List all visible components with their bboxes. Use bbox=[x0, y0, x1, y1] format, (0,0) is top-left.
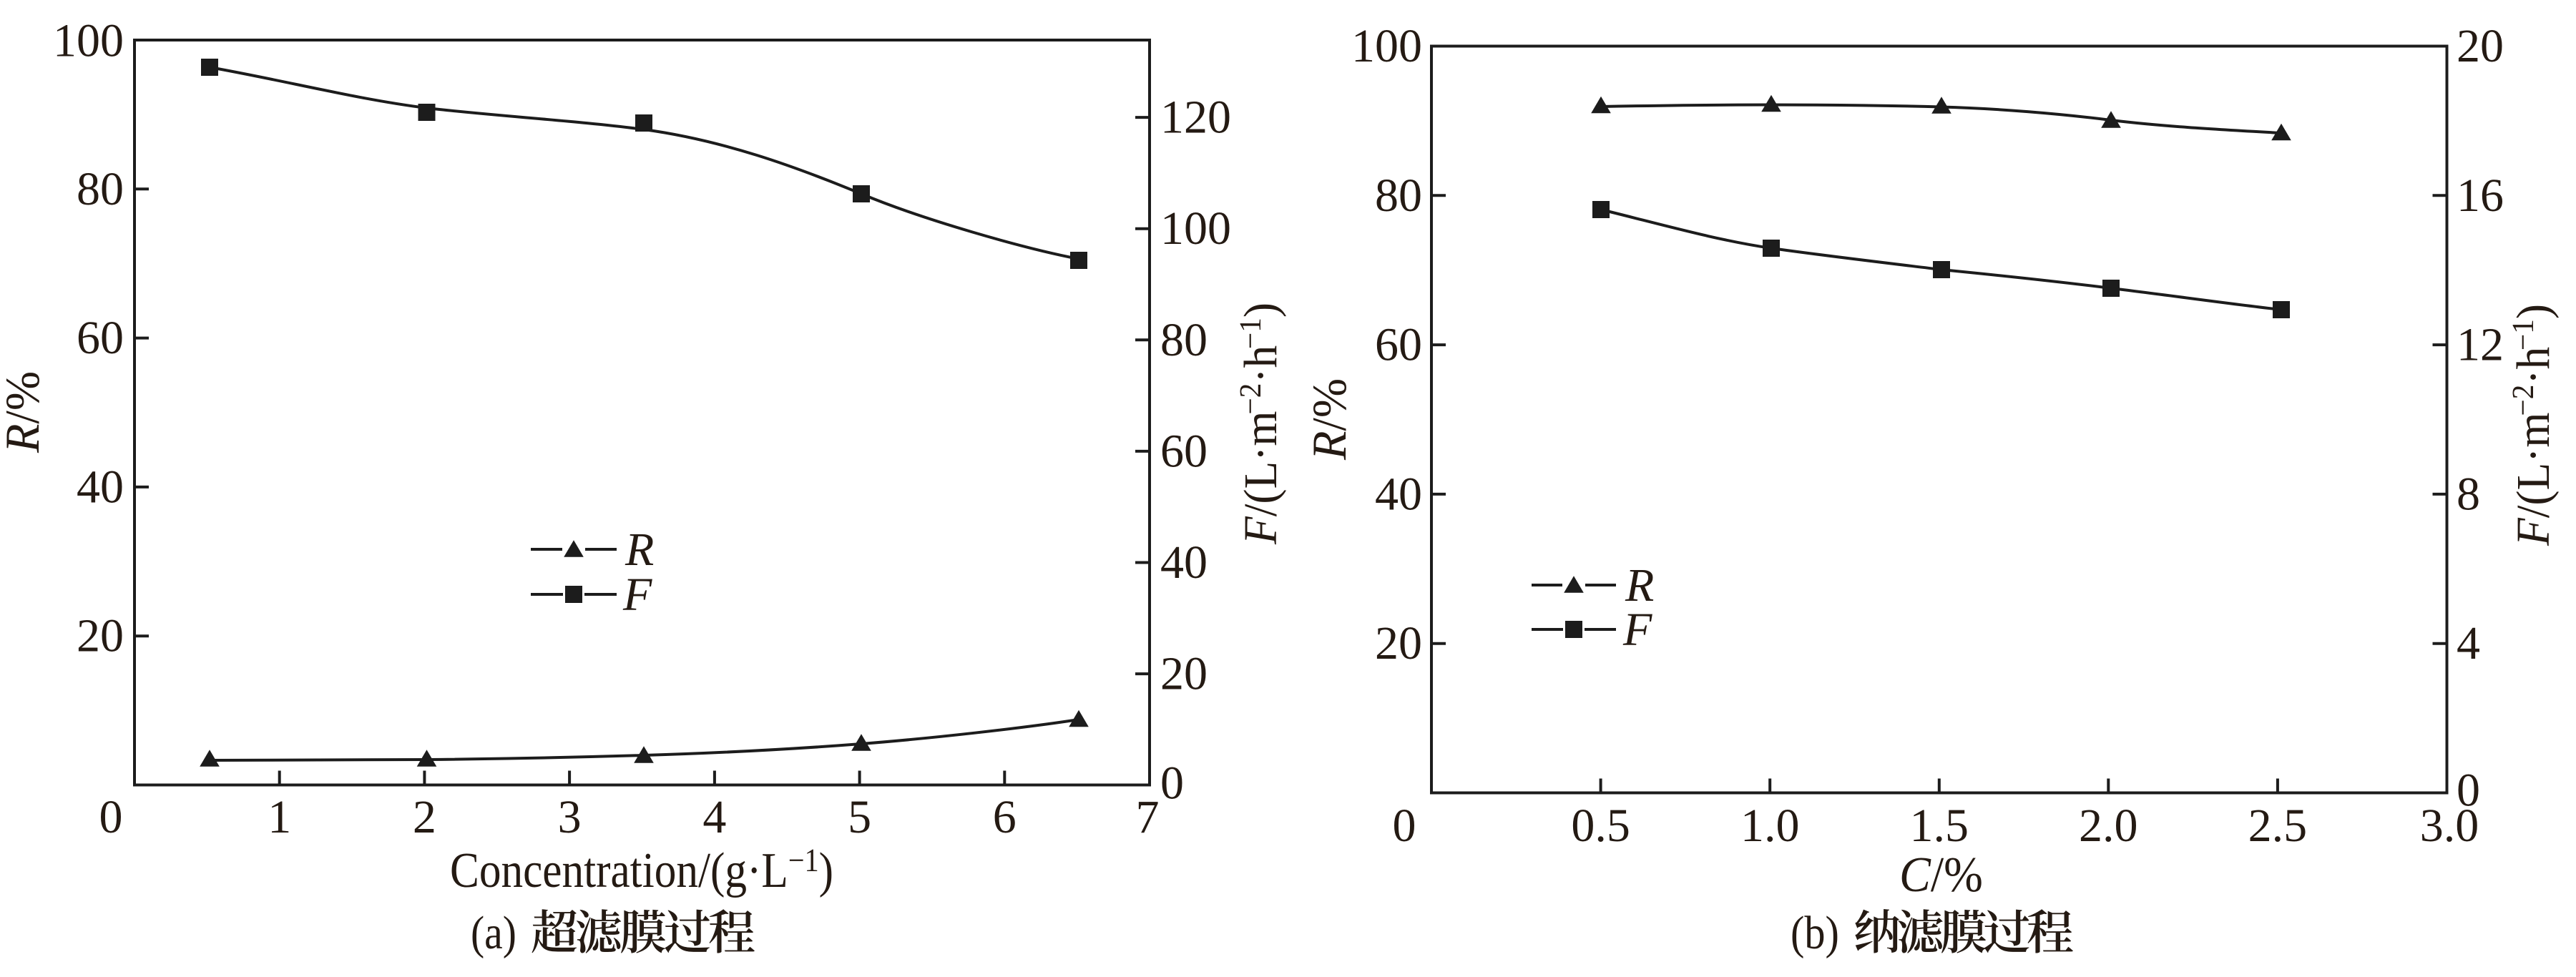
svg-text:80: 80 bbox=[77, 163, 124, 215]
svg-text:1: 1 bbox=[268, 791, 291, 843]
svg-text:8: 8 bbox=[2457, 468, 2480, 520]
svg-text:0: 0 bbox=[2457, 765, 2480, 817]
svg-text:100: 100 bbox=[53, 15, 124, 67]
svg-text:·h: ·h bbox=[2507, 347, 2559, 385]
svg-text:2.5: 2.5 bbox=[2248, 800, 2308, 852]
svg-text:R: R bbox=[1625, 559, 1654, 612]
svg-text:80: 80 bbox=[1160, 314, 1208, 366]
svg-text:·h: ·h bbox=[1234, 345, 1286, 383]
svg-text:60: 60 bbox=[77, 312, 124, 364]
svg-text:4: 4 bbox=[2457, 617, 2480, 669]
svg-text:3: 3 bbox=[558, 791, 582, 843]
svg-text:0: 0 bbox=[99, 791, 123, 843]
svg-text:2.0: 2.0 bbox=[2079, 800, 2138, 852]
svg-text:C/%: C/% bbox=[1899, 846, 1983, 902]
svg-text:100: 100 bbox=[1160, 202, 1231, 255]
svg-text:100: 100 bbox=[1351, 20, 1422, 72]
svg-text:): ) bbox=[1234, 303, 1286, 318]
svg-text:R/%: R/% bbox=[0, 371, 49, 453]
svg-text:60: 60 bbox=[1375, 319, 1422, 371]
svg-text:5: 5 bbox=[848, 791, 871, 843]
svg-text:): ) bbox=[2507, 304, 2559, 319]
svg-text:(b): (b) bbox=[1791, 908, 1839, 959]
svg-text:60: 60 bbox=[1160, 425, 1208, 477]
svg-text:40: 40 bbox=[77, 461, 124, 513]
svg-text:6: 6 bbox=[993, 791, 1017, 843]
svg-text:R: R bbox=[625, 524, 654, 576]
svg-text:2: 2 bbox=[413, 791, 436, 843]
svg-text:): ) bbox=[819, 843, 833, 898]
svg-text:4: 4 bbox=[702, 791, 726, 843]
svg-text:0: 0 bbox=[1160, 757, 1184, 810]
svg-text:20: 20 bbox=[1160, 648, 1208, 700]
svg-text:40: 40 bbox=[1160, 536, 1208, 589]
svg-text:F/(L·m: F/(L·m bbox=[1234, 411, 1286, 545]
svg-text:F: F bbox=[1622, 604, 1652, 656]
svg-text:20: 20 bbox=[77, 610, 124, 662]
svg-text:F/(L·m: F/(L·m bbox=[2507, 412, 2559, 546]
svg-text:80: 80 bbox=[1375, 170, 1422, 222]
svg-text:120: 120 bbox=[1160, 92, 1231, 144]
svg-text:12: 12 bbox=[2457, 319, 2504, 371]
svg-text:3.0: 3.0 bbox=[2420, 800, 2479, 852]
svg-text:F: F bbox=[622, 569, 652, 621]
svg-text:0: 0 bbox=[1393, 800, 1416, 852]
svg-text:Concentration/(g·L: Concentration/(g·L bbox=[450, 843, 788, 898]
svg-text:40: 40 bbox=[1375, 468, 1422, 520]
svg-text:(a): (a) bbox=[471, 907, 516, 958]
svg-text:R/%: R/% bbox=[1302, 378, 1356, 461]
svg-text:7: 7 bbox=[1136, 791, 1160, 843]
svg-text:1.5: 1.5 bbox=[1910, 800, 1969, 852]
svg-text:20: 20 bbox=[2457, 20, 2504, 72]
svg-text:1.0: 1.0 bbox=[1740, 800, 1800, 852]
svg-text:0.5: 0.5 bbox=[1571, 800, 1630, 852]
svg-text:16: 16 bbox=[2457, 170, 2504, 222]
svg-text:20: 20 bbox=[1375, 617, 1422, 669]
